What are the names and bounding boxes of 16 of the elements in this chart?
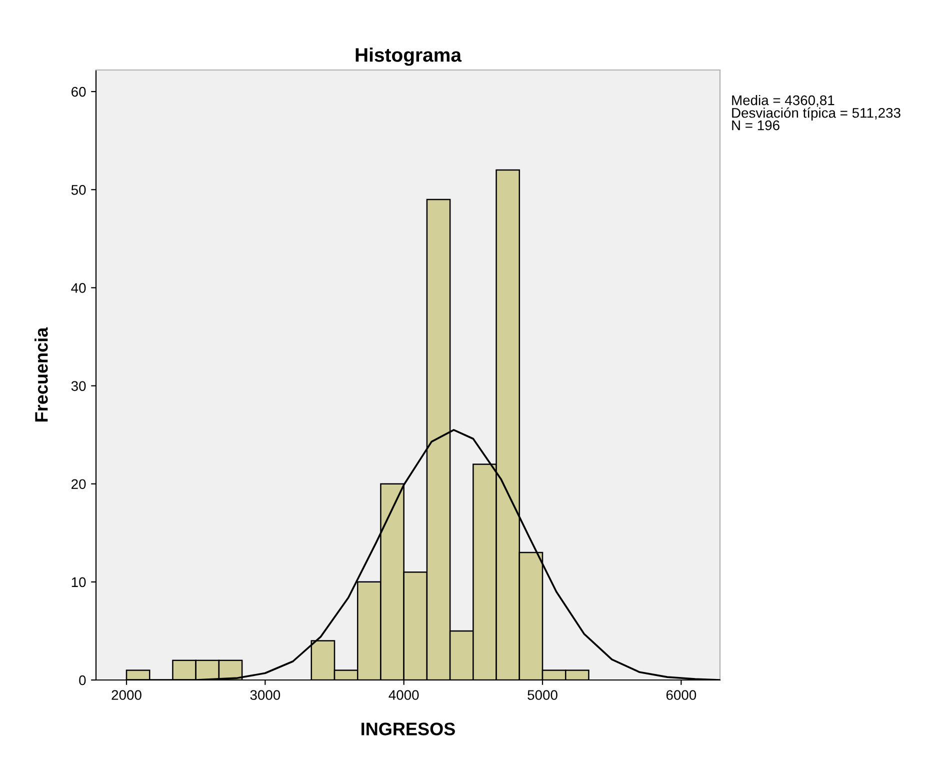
x-tick-label: 4000 — [388, 690, 419, 700]
chart-title: Histograma — [356, 48, 462, 66]
y-tick-label: 10 — [72, 577, 86, 588]
y-tick-label: 20 — [72, 479, 86, 490]
y-tick-label: 40 — [71, 283, 86, 293]
y-axis-title: Frecuencia — [34, 327, 48, 422]
y-tick-label: 50 — [71, 184, 86, 195]
x-tick-label: 2000 — [112, 690, 142, 700]
y-tick-label: 60 — [72, 86, 86, 97]
x-tick-label: 5000 — [528, 690, 558, 700]
text: Media = 4360,81 Desviación típica = 511,233 N = 196 — [732, 95, 900, 130]
y-tick-label: 30 — [71, 381, 86, 391]
x-tick-label: 6000 — [666, 690, 696, 700]
x-tick-label: 3000 — [250, 690, 280, 700]
y-tick-label: 0 — [79, 675, 86, 686]
x-axis-title: INGRESOS — [362, 722, 455, 736]
